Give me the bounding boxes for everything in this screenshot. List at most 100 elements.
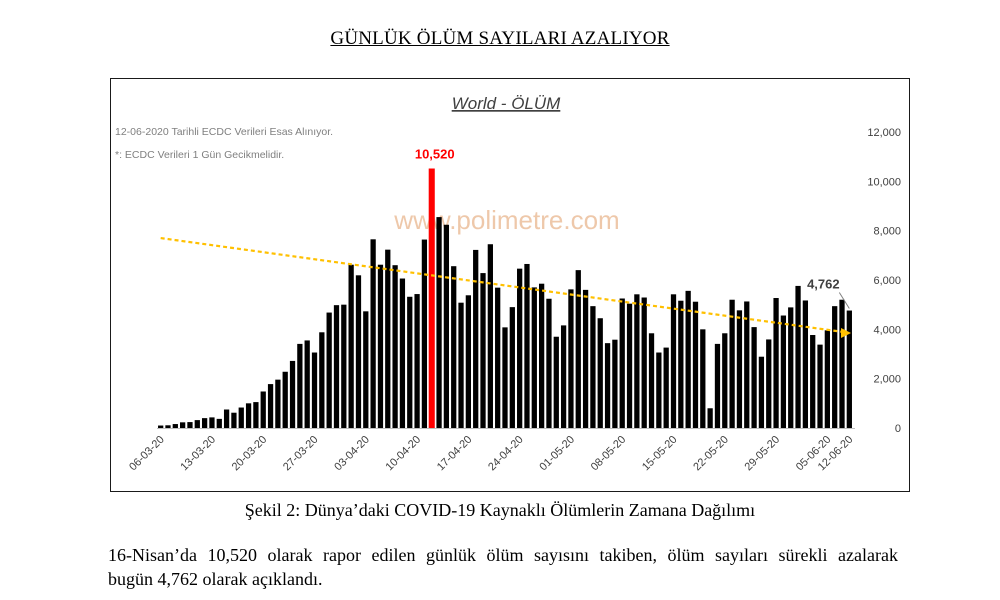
x-tick-label: 20-03-20 [230, 434, 270, 474]
bar [582, 289, 589, 428]
bar [275, 379, 281, 428]
bar [282, 371, 288, 428]
bar [546, 298, 552, 428]
bar [619, 298, 625, 428]
bar [766, 339, 772, 428]
bar [795, 285, 801, 428]
bar [656, 352, 662, 428]
bar [560, 325, 567, 428]
bar [714, 343, 721, 428]
bar [788, 307, 794, 428]
bar [165, 425, 171, 428]
bar [487, 244, 493, 428]
y-tick-label: 0 [895, 423, 901, 435]
x-tick-label: 24-04-20 [486, 434, 526, 474]
bar [524, 263, 530, 428]
bar [465, 295, 471, 428]
bar [267, 384, 274, 428]
x-tick-label: 13-03-20 [178, 434, 218, 474]
bar [158, 425, 164, 428]
bar [392, 265, 398, 428]
bar [612, 339, 618, 428]
highlight-bar [428, 168, 435, 428]
x-tick-label: 03-04-20 [332, 434, 372, 474]
bar [846, 310, 852, 428]
last-value-leader [838, 292, 850, 309]
bar [670, 294, 677, 428]
bar [575, 270, 581, 428]
y-tick-label: 10,000 [867, 176, 901, 188]
bar [729, 299, 735, 428]
bar [194, 420, 200, 428]
bar [722, 333, 728, 428]
bar [348, 264, 354, 428]
x-tick-label: 17-04-20 [435, 434, 475, 474]
last-value-label: 4,762 [807, 277, 840, 292]
bar [553, 336, 559, 428]
bar [341, 304, 347, 428]
bar [355, 275, 362, 428]
bar [436, 217, 442, 428]
bar [780, 315, 787, 428]
y-tick-label: 2,000 [873, 374, 901, 386]
bar [187, 422, 193, 428]
y-tick-label: 6,000 [873, 275, 901, 287]
bar [641, 297, 647, 428]
watermark: www.polimetre.com [393, 205, 619, 235]
bar [824, 330, 830, 428]
bar [634, 294, 640, 428]
body-paragraph: 16-Nisan’da 10,520 olarak rapor edilen g… [108, 543, 898, 591]
bar [758, 356, 765, 428]
bar [311, 352, 318, 428]
x-tick-label: 15-05-20 [640, 434, 680, 474]
bar [495, 287, 501, 428]
bar [363, 311, 369, 428]
bar [517, 268, 523, 428]
bar [473, 249, 479, 428]
bar [736, 310, 743, 428]
bar [839, 299, 845, 428]
bar [216, 418, 222, 428]
figure-caption: Şekil 2: Dünya’daki COVID-19 Kaynaklı Öl… [244, 500, 756, 520]
bar [260, 391, 266, 428]
bar [407, 296, 413, 428]
paragraph-line-2: bugün 4,762 olarak açıklandı. [108, 569, 323, 589]
chart-note-1: 12-06-2020 Tarihli ECDC Verileri Esas Al… [115, 126, 333, 138]
bar [626, 303, 633, 428]
bar [604, 343, 611, 428]
bar [172, 424, 178, 428]
bar [678, 300, 684, 428]
bar [289, 360, 296, 428]
bar [253, 402, 259, 428]
bar [370, 239, 376, 428]
x-tick-label: 27-03-20 [281, 434, 321, 474]
y-tick-label: 4,000 [873, 324, 901, 336]
trend-line [160, 236, 844, 334]
page-heading: GÜNLÜK ÖLÜM SAYILARI AZALIYOR [330, 28, 670, 49]
x-tick-label: 01-05-20 [537, 434, 577, 474]
bar [802, 300, 809, 428]
bar [399, 278, 406, 428]
bar [451, 266, 457, 428]
bar [180, 422, 186, 428]
bar [245, 403, 252, 428]
bar [700, 329, 706, 428]
bar [685, 290, 691, 428]
x-tick-label: 06-03-20 [127, 434, 167, 474]
bar [421, 239, 428, 428]
bar [509, 307, 515, 428]
highlight-label: 10,520 [415, 147, 455, 162]
bar [531, 287, 537, 428]
chart-title: World - ÖLÜM [452, 94, 561, 113]
y-tick-label: 8,000 [873, 226, 901, 238]
x-tick-label: 22-05-20 [691, 434, 731, 474]
bar [597, 318, 603, 428]
daily-deaths-chart: World - ÖLÜM 12-06-2020 Tarihli ECDC Veri… [115, 94, 901, 474]
bar [817, 344, 823, 428]
bar [201, 418, 208, 428]
bar [663, 347, 669, 428]
bar [209, 417, 215, 428]
bar [692, 301, 699, 428]
bar [414, 294, 420, 428]
bar [326, 312, 332, 428]
